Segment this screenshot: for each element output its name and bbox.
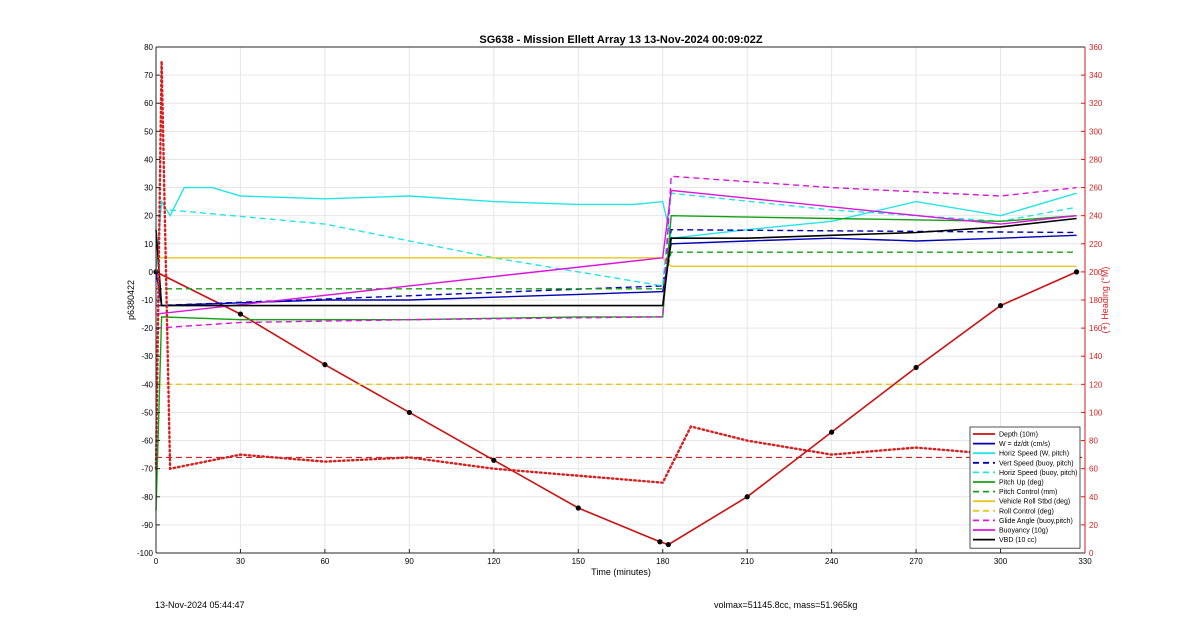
y2-tick-label: 220 (1089, 240, 1103, 249)
legend-label: Roll Control (deg) (999, 508, 1054, 515)
y-tick-label: 80 (144, 43, 153, 52)
legend-label: Vehicle Roll Stbd (deg) (999, 499, 1070, 506)
legend-label: Glide Angle (buoy,pitch) (999, 518, 1073, 525)
y-tick-label: 10 (144, 240, 153, 249)
y2-tick-label: 300 (1089, 127, 1103, 136)
series-line-2 (155, 186, 1077, 272)
y-tick-label: 0 (149, 268, 154, 277)
y2-tick-label: 40 (1089, 493, 1098, 502)
axes (155, 46, 1086, 554)
y-tick-label: -30 (141, 352, 153, 361)
series-line-12 (154, 61, 1078, 484)
legend-box (969, 426, 1081, 549)
y-tick-label: 60 (144, 99, 153, 108)
legend-label: Depth (10m) (999, 432, 1038, 439)
y2-tick-label: 180 (1089, 296, 1103, 305)
x-tick-label: 90 (405, 557, 414, 566)
x-tick-label: 120 (487, 557, 501, 566)
y-tick-label: -60 (141, 437, 153, 446)
x-tick-label: 180 (656, 557, 670, 566)
series-line-0 (155, 271, 1077, 546)
y2-tick-label: 160 (1089, 324, 1103, 333)
legend-label: Buoyancy (10g) (999, 528, 1048, 535)
y2-tick-label: 280 (1089, 155, 1103, 164)
y2-tick-label: 340 (1089, 71, 1103, 80)
x-tick-label: 210 (741, 557, 755, 566)
series-line-9 (155, 175, 1077, 329)
series-layer (153, 61, 1080, 548)
y2-tick-label: 240 (1089, 212, 1103, 221)
legend-label: W = dz/dt (cm/s) (999, 441, 1050, 448)
y2-axis-label: (+) Heading (°M) (1100, 267, 1110, 334)
chart-title: SG638 - Mission Ellett Array 13 13-Nov-2… (479, 34, 763, 46)
footer-timestamp: 13-Nov-2024 05:44:47 (155, 600, 245, 610)
depth-point (997, 303, 1004, 309)
depth-point (913, 364, 919, 371)
y2-tick-label: 140 (1089, 352, 1103, 361)
depth-point (829, 429, 835, 435)
series-line-5 (155, 214, 1077, 511)
x-tick-label: 300 (994, 557, 1008, 566)
depth-point (575, 505, 581, 511)
y-tick-label: -90 (141, 521, 153, 530)
y-tick-label: -10 (141, 296, 153, 305)
series-line-11 (155, 217, 1077, 307)
depth-point (322, 362, 328, 368)
depth-point (406, 409, 412, 416)
depth-point (237, 311, 244, 317)
legend-label: VBD (10 cc) (999, 537, 1037, 544)
footer-volmax: volmax=51145.8cc, mass=51.965kg (714, 600, 858, 610)
y-tick-label: 70 (144, 71, 153, 80)
x-tick-label: 150 (572, 557, 586, 566)
depth-point (1073, 269, 1080, 275)
depth-point (744, 494, 750, 500)
depth-point (665, 541, 671, 548)
legend-label: Vert Speed (buoy, pitch) (999, 460, 1074, 467)
series-line-3 (155, 228, 1077, 307)
x-tick-label: 330 (1078, 557, 1092, 566)
y-tick-label: 40 (144, 155, 153, 164)
y2-tick-labels: 0 20 40 60 80 100 120 140 160 180 200 220 240 260 280 3… (1089, 43, 1103, 558)
y2-tick-label: 80 (1089, 437, 1098, 446)
y2-tick-label: 120 (1089, 380, 1103, 389)
legend-label: Horiz Speed (W, pitch) (999, 451, 1069, 458)
x-tick-label: 30 (236, 557, 245, 566)
legend: Depth (10m) W = dz/dt (cm/s) Horiz Speed (… (969, 426, 1081, 549)
y-tick-label: 50 (144, 127, 153, 136)
y-tick-label: 30 (144, 184, 153, 193)
x-tick-label: 240 (825, 557, 839, 566)
series-line-1 (155, 234, 1077, 307)
depth-point (491, 457, 497, 463)
y2-tick-label: 200 (1089, 268, 1103, 277)
x-tick-label: 0 (154, 557, 159, 566)
y2-tick-label: 360 (1089, 43, 1103, 52)
y2-tick-label: 20 (1089, 521, 1098, 530)
y-tick-label: -70 (141, 465, 153, 474)
legend-label: Pitch Control (mm) (999, 489, 1057, 496)
series-line-10 (155, 189, 1077, 315)
y-tick-label: -50 (141, 408, 153, 417)
y2-tick-label: 60 (1089, 465, 1098, 474)
y2-tick-label: 100 (1089, 408, 1103, 417)
y2-tick-label: 260 (1089, 184, 1103, 193)
x-tick-label: 60 (320, 557, 329, 566)
depth-point (657, 539, 663, 545)
y2-tick-label: 320 (1089, 99, 1103, 108)
y2-tick-label: 0 (1089, 549, 1094, 558)
y-tick-labels: -100-90-80-70-60-50-40-30-20-10010203040… (137, 43, 154, 558)
series-line-7 (156, 257, 1077, 267)
x-axis-label: Time (minutes) (591, 567, 651, 577)
y-tick-label: -80 (141, 493, 153, 502)
x-tick-labels: 0 30 60 90 120 150 180 210 240 270 300 330 (154, 557, 1092, 566)
grid-lines (155, 46, 1086, 554)
x-tick-label: 270 (909, 557, 923, 566)
y-tick-label: -40 (141, 380, 153, 389)
y-tick-label: 20 (144, 212, 153, 221)
y-axis-label: p6380422 (126, 280, 136, 320)
legend-label: Pitch Up (deg) (999, 480, 1044, 487)
y-tick-label: -20 (141, 324, 153, 333)
legend-label: Horiz Speed (buoy, pitch) (999, 470, 1077, 477)
y-tick-label: -100 (137, 549, 154, 558)
